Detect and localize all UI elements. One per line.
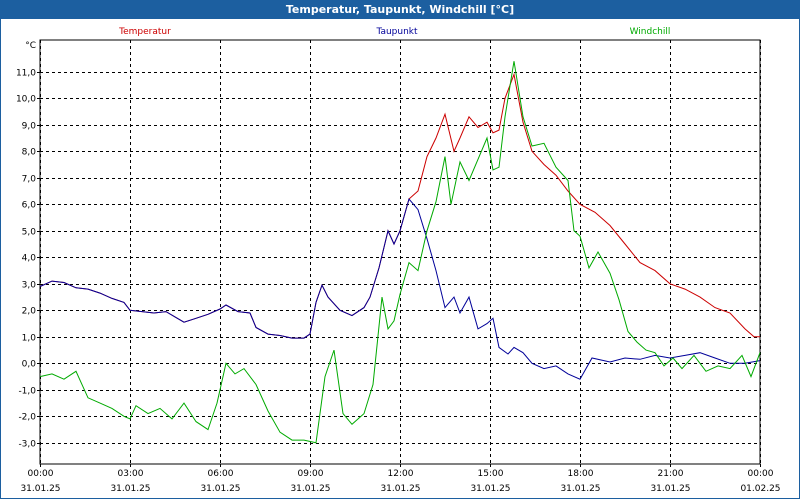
y-tick-label: 11,0 — [16, 69, 36, 79]
window-title: Temperatur, Taupunkt, Windchill [°C] — [0, 0, 800, 19]
y-tick-label: 3,0 — [22, 281, 37, 291]
y-tick-label: -1,0 — [18, 387, 36, 397]
x-tick-date-label: 31.01.25 — [650, 484, 690, 494]
legend-entry-temperatur: Temperatur — [118, 27, 171, 37]
x-tick-time-label: 18:00 — [568, 469, 594, 479]
x-tick-date-label: 31.01.25 — [200, 484, 240, 494]
y-tick-label: -2,0 — [18, 413, 36, 423]
y-tick-label: 10,0 — [16, 95, 36, 105]
y-tick-label: 4,0 — [22, 254, 37, 264]
series-line-windchill — [39, 61, 761, 444]
y-tick-label: 1,0 — [22, 334, 37, 344]
y-tick-label: 7,0 — [22, 175, 37, 185]
x-tick-date-label: 31.01.25 — [290, 484, 330, 494]
x-tick-time-label: 03:00 — [118, 469, 144, 479]
y-tick-label: 6,0 — [22, 201, 37, 211]
y-tick-label: 8,0 — [22, 148, 37, 158]
x-tick-date-label: 31.01.25 — [110, 484, 150, 494]
legend-entry-taupunkt: Taupunkt — [375, 27, 418, 37]
x-tick-date-label: 31.01.25 — [560, 484, 600, 494]
x-tick-date-label: 01.02.25 — [740, 484, 780, 494]
x-tick-time-label: 15:00 — [478, 469, 504, 479]
y-tick-label: 0,0 — [22, 360, 37, 370]
x-tick-time-label: 21:00 — [658, 469, 684, 479]
y-axis-unit-label: °C — [25, 41, 36, 51]
x-tick-date-label: 31.01.25 — [470, 484, 510, 494]
series-line-taupunkt — [39, 197, 761, 380]
x-tick-time-label: 09:00 — [298, 469, 324, 479]
y-tick-label: 5,0 — [22, 228, 37, 238]
y-tick-label: 2,0 — [22, 307, 37, 317]
x-tick-time-label: 00:00 — [748, 469, 774, 479]
x-tick-date-label: 31.01.25 — [380, 484, 420, 494]
x-tick-time-label: 00:00 — [28, 469, 54, 479]
legend-entry-windchill: Windchill — [630, 27, 671, 37]
x-tick-time-label: 06:00 — [208, 469, 234, 479]
y-tick-label: 9,0 — [22, 122, 37, 132]
x-tick-date-label: 31.01.25 — [20, 484, 60, 494]
x-tick-time-label: 12:00 — [388, 469, 414, 479]
y-tick-label: -3,0 — [18, 440, 36, 450]
